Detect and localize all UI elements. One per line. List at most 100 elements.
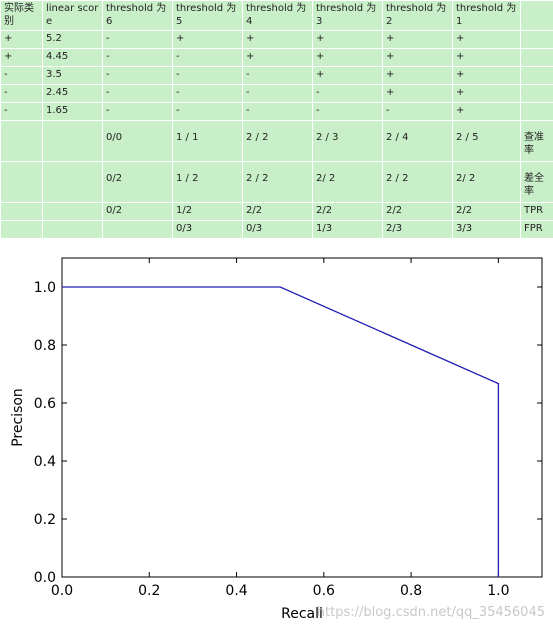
table-cell: 1 / 1 [172,120,243,162]
y-tick-label: 0.8 [34,338,56,354]
table-cell: - [242,84,313,103]
table-row: 0/3 0/3 1/3 2/3 3/3 FPR [0,220,553,239]
table-row: 0/2 1/2 2/2 2/2 2/2 2/2 TPR [0,202,553,221]
table-cell: - [172,102,243,121]
table-cell: + [452,30,521,49]
table-cell: - [102,48,173,67]
table-row: +4.45- - + + + + [0,48,553,67]
table-cell: + [242,30,313,49]
table-cell: 5.2 [42,30,103,49]
table-cell: 差全率 [520,161,553,203]
table-cell: + [452,84,521,103]
x-axis-title: Recall [281,606,323,622]
y-axis-title: Precison [10,388,26,447]
table-cell: + [0,48,43,67]
table-cell: 2 / 3 [312,120,383,162]
table-cell: 2/2 [452,202,521,221]
table-cell: 2/2 [312,202,383,221]
table-cell: - [172,84,243,103]
y-tick-label: 0.6 [34,396,56,412]
table-cell: linear score [42,0,103,31]
table-cell: - [0,102,43,121]
x-tick-label: 0.0 [51,583,73,599]
table-cell [0,120,43,162]
y-tick-label: 0.0 [34,570,56,586]
x-tick-label: 0.6 [313,583,335,599]
table-cell [0,202,43,221]
x-tick-label: 1.0 [487,583,509,599]
table-cell: 2 / 4 [382,120,453,162]
table-cell: - [102,66,173,85]
table-cell: + [382,48,453,67]
table-cell: 2/ 2 [312,161,383,203]
table-cell: threshold 为6 [102,0,173,31]
table-cell [520,66,553,85]
table-header-row: 实际类别 linear score threshold 为6 threshold 为5… [0,0,553,31]
table-cell: 2 / 2 [382,161,453,203]
table-cell: + [382,30,453,49]
table-cell: - [242,66,313,85]
table-cell: 4.45 [42,48,103,67]
table-cell: - [242,102,313,121]
table-cell: 2.45 [42,84,103,103]
x-tick-label: 0.2 [138,583,160,599]
y-tick-label: 0.4 [34,454,56,470]
table-cell [0,161,43,203]
table-cell: 1 / 2 [172,161,243,203]
table-cell: 0/2 [102,202,173,221]
table-cell: 2 / 5 [452,120,521,162]
table-cell [520,48,553,67]
table-cell: 2/ 2 [452,161,521,203]
table-cell: threshold 为5 [172,0,243,31]
table-cell: 1.65 [42,102,103,121]
table-cell: - [102,30,173,49]
pr-chart-svg: 0.0 0.2 0.4 0.6 0.8 1.0 0.0 0.2 0.4 0.6 0.8 1.0 Rec… [10,257,545,622]
watermark: https://blog.csdn.net/qq_35456045 [317,605,545,620]
table-cell: - [172,48,243,67]
table-cell: 1/2 [172,202,243,221]
x-tick-label: 0.4 [225,583,247,599]
table-cell: 2 / 2 [242,120,313,162]
table-cell: 查准率 [520,120,553,162]
table-cell: TPR [520,202,553,221]
table-cell: 2/2 [242,202,313,221]
table-cell: + [452,102,521,121]
table-cell [520,30,553,49]
table-cell: 0/3 [242,220,313,239]
table-cell [42,120,103,162]
table-cell [520,84,553,103]
table-cell: threshold 为3 [312,0,383,31]
table-cell: 0/2 [102,161,173,203]
y-tick-label: 1.0 [34,280,56,296]
table-cell: 2/3 [382,220,453,239]
table-cell: - [312,102,383,121]
table-cell: - [0,66,43,85]
table-cell: - [102,102,173,121]
table-cell: - [102,84,173,103]
table-row: -2.45- - - - + + [0,84,553,103]
table-cell: 实际类别 [0,0,43,31]
table-cell: + [382,84,453,103]
pr-chart: 0.0 0.2 0.4 0.6 0.8 1.0 0.0 0.2 0.4 0.6 0.8 1.0 Rec… [0,232,553,629]
table-cell: threshold 为2 [382,0,453,31]
table-cell: + [312,48,383,67]
table-cell [520,0,553,31]
table-cell: - [382,102,453,121]
table-cell [520,102,553,121]
table-cell: threshold 为1 [452,0,521,31]
table-cell: - [0,84,43,103]
plot-frame [61,257,543,578]
table-cell: + [242,48,313,67]
table-cell: + [0,30,43,49]
table-row: -1.65- - - - - + [0,102,553,121]
series-line [62,286,500,577]
table-cell [42,202,103,221]
table-cell: - [172,66,243,85]
table-row: +5.2- + + + + + [0,30,553,49]
table-cell: 0/0 [102,120,173,162]
table-cell: + [312,30,383,49]
table-cell: 3.5 [42,66,103,85]
table-cell: + [382,66,453,85]
